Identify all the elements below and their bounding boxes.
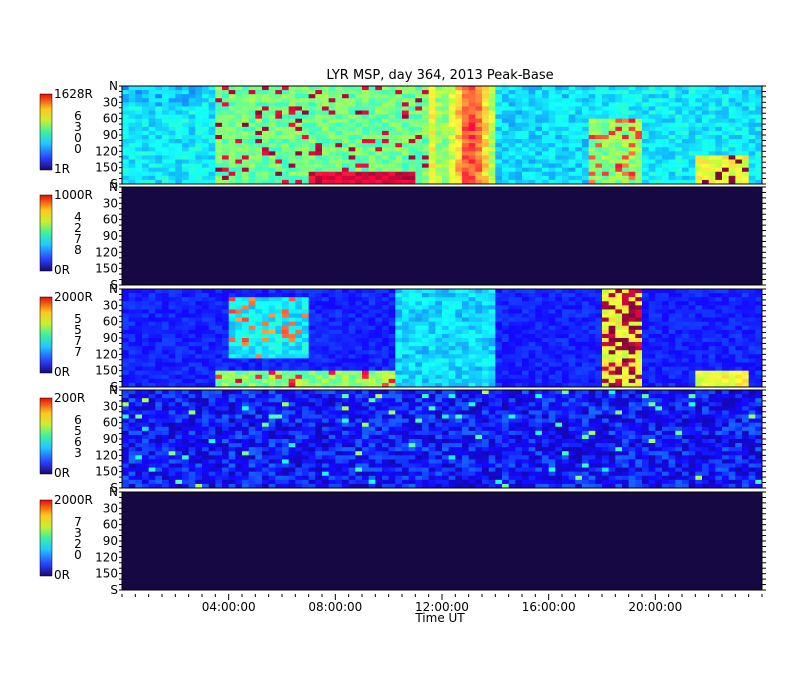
wavelength-digit: 3 xyxy=(74,446,82,460)
x-axis-label: Time UT xyxy=(414,611,465,625)
y-tick-label: 60 xyxy=(103,315,118,329)
wavelength-digit: 6 xyxy=(74,109,82,123)
y-tick-label: 60 xyxy=(103,112,118,126)
y-tick-label: S xyxy=(110,278,118,292)
wavelength-digit: 7 xyxy=(74,334,82,348)
wavelength-digit: 3 xyxy=(74,120,82,134)
y-tick-label: 150 xyxy=(95,465,118,479)
wavelength-digit: 7 xyxy=(74,232,82,246)
colorbar-min-label: 0R xyxy=(54,263,70,277)
y-tick-label: 120 xyxy=(95,347,118,361)
y-tick-label: 90 xyxy=(103,534,118,548)
y-tick-label: 90 xyxy=(103,432,118,446)
colorbar-max-label: 2000R xyxy=(54,290,93,304)
colorbar-max-label: 2000R xyxy=(54,493,93,507)
y-tick-label: N xyxy=(109,180,118,194)
colorbar-max-label: 200R xyxy=(54,391,85,405)
y-tick-label: 30 xyxy=(103,196,118,210)
y-tick-label: 30 xyxy=(103,501,118,515)
wavelength-digit: 5 xyxy=(74,424,82,438)
wavelength-digit: 7 xyxy=(74,345,82,359)
y-tick-label: 120 xyxy=(95,144,118,158)
wavelength-digit: 0 xyxy=(74,548,82,562)
wavelength-digit: 2 xyxy=(74,537,82,551)
colorbar-4278 xyxy=(39,194,53,272)
colorbar-7320 xyxy=(39,499,53,577)
colorbar-6300 xyxy=(39,93,53,171)
heatmap-7320 xyxy=(122,492,762,590)
y-tick-label: 120 xyxy=(95,245,118,259)
wavelength-digit: 0 xyxy=(74,131,82,145)
y-tick-label: 150 xyxy=(95,161,118,175)
y-tick-label: N xyxy=(109,282,118,296)
y-tick-label: 60 xyxy=(103,416,118,430)
heatmap-6563 xyxy=(122,390,763,489)
wavelength-digit: 6 xyxy=(74,413,82,427)
y-tick-label: N xyxy=(109,383,118,397)
y-tick-label: 90 xyxy=(103,229,118,243)
heatmap-5577 xyxy=(122,289,763,388)
chart-title: LYR MSP, day 364, 2013 Peak-Base xyxy=(326,68,553,83)
wavelength-digit: 5 xyxy=(74,323,82,337)
wavelength-digit: 5 xyxy=(74,312,82,326)
y-tick-label: S xyxy=(110,380,118,394)
y-tick-label: 120 xyxy=(95,448,118,462)
y-tick-label: 30 xyxy=(103,95,118,109)
y-tick-label: 60 xyxy=(103,213,118,227)
y-tick-label: N xyxy=(109,79,118,93)
colorbar-max-label: 1628R xyxy=(54,87,93,101)
y-tick-label: S xyxy=(110,177,118,191)
y-tick-label: S xyxy=(110,481,118,495)
heatmap-4278 xyxy=(122,187,762,285)
y-tick-label: 90 xyxy=(103,331,118,345)
wavelength-digit: 6 xyxy=(74,435,82,449)
y-tick-label: 150 xyxy=(95,262,118,276)
x-tick-label: 08:00:00 xyxy=(308,600,362,614)
wavelength-digit: 4 xyxy=(74,210,82,224)
y-tick-label: 150 xyxy=(95,364,118,378)
x-tick-label: 12:00:00 xyxy=(415,600,469,614)
x-tick-label: 20:00:00 xyxy=(628,600,682,614)
wavelength-digit: 3 xyxy=(74,526,82,540)
colorbar-min-label: 0R xyxy=(54,568,70,582)
colorbar-min-label: 0R xyxy=(54,365,70,379)
y-tick-label: 30 xyxy=(103,298,118,312)
colorbar-5577 xyxy=(39,296,53,374)
y-tick-label: 150 xyxy=(95,567,118,581)
wavelength-digit: 7 xyxy=(74,515,82,529)
x-tick-label: 04:00:00 xyxy=(202,600,256,614)
x-tick-label: 16:00:00 xyxy=(522,600,576,614)
colorbar-min-label: 1R xyxy=(54,162,70,176)
y-tick-label: S xyxy=(110,583,118,597)
colorbar-6563 xyxy=(39,397,53,475)
heatmap-6300 xyxy=(122,86,763,185)
wavelength-digit: 0 xyxy=(74,142,82,156)
wavelength-digit: 8 xyxy=(74,243,82,257)
y-tick-label: 30 xyxy=(103,399,118,413)
y-tick-label: 120 xyxy=(95,550,118,564)
colorbar-max-label: 1000R xyxy=(54,188,93,202)
y-tick-label: 90 xyxy=(103,128,118,142)
wavelength-digit: 2 xyxy=(74,221,82,235)
y-tick-label: N xyxy=(109,485,118,499)
colorbar-min-label: 0R xyxy=(54,466,70,480)
y-tick-label: 60 xyxy=(103,518,118,532)
